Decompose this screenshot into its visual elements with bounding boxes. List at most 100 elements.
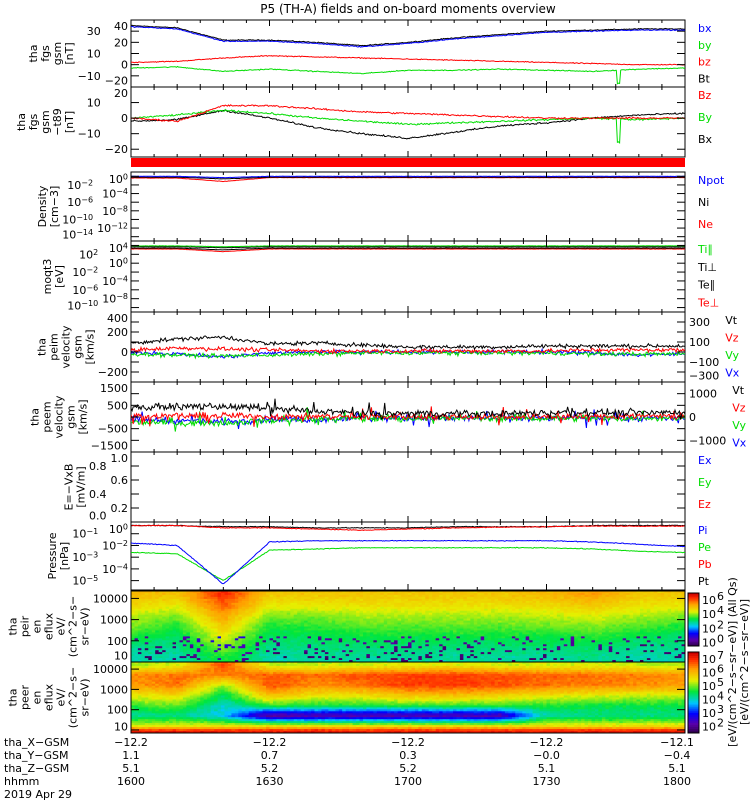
panel-frame: [131, 87, 685, 157]
y-tick-label: 100: [689, 336, 710, 349]
y-tick-exponent: −1: [86, 527, 98, 536]
legend-Pt: Pt: [698, 575, 710, 588]
y-tick-label: −100: [689, 356, 719, 369]
y-tick-label: −10: [78, 70, 101, 83]
legend-Pb: Pb: [698, 558, 712, 571]
y-tick-exponent: 0: [123, 172, 128, 181]
y-axis-label: [eV]: [53, 265, 66, 288]
y-tick-exponent: 0: [123, 522, 128, 531]
y-axis-label: [mV/m]: [75, 466, 88, 507]
legend-Te⊥: Te⊥: [697, 296, 719, 309]
y-tick-label: 300: [689, 316, 710, 329]
y-tick-exponent: −4: [116, 187, 128, 196]
series-pressure-Pe: [131, 547, 685, 580]
y-tick-exponent: 2: [93, 248, 98, 257]
y-tick-label: 0: [121, 59, 128, 72]
series-pressure-Pi: [131, 540, 685, 583]
y-tick-label: 10−14: [62, 228, 93, 242]
y-tick-label: 10−4: [102, 274, 128, 288]
legend-Bt: Bt: [698, 72, 711, 85]
y-tick-label: 10−2: [67, 178, 93, 192]
y-tick-label: 10−2: [102, 539, 128, 553]
y-tick-label: 0.2: [111, 502, 129, 515]
y-tick-label: −300: [689, 369, 719, 382]
y-tick-label: 1500: [100, 382, 128, 395]
legend-bz: bz: [698, 56, 711, 69]
y-tick-exponent: −8: [116, 204, 128, 213]
y-axis-label: [cm−3]: [48, 186, 61, 228]
y-tick-label: −20: [105, 74, 128, 87]
y-axis-label: [km/s]: [76, 399, 89, 434]
legend-by: by: [698, 39, 712, 52]
y-tick-label: 0.0: [89, 509, 107, 522]
y-tick-label: 10−10: [62, 213, 93, 227]
y-tick-label: 100: [109, 257, 128, 271]
y-tick-label: 104: [109, 241, 128, 255]
panel-frame: [131, 241, 685, 312]
y-tick-exponent: −6: [86, 283, 98, 292]
y-tick-exponent: 4: [123, 241, 128, 250]
series-fgs-bz: [131, 56, 685, 66]
y-tick-exponent: −5: [86, 574, 98, 583]
y-tick-label: 0.6: [111, 474, 129, 487]
panel-frame: [131, 522, 685, 590]
y-tick-label: 10−10: [67, 299, 98, 313]
y-tick-label: 10−8: [102, 292, 128, 306]
y-tick-label: 0.4: [89, 488, 107, 501]
legend-Vt: Vt: [732, 384, 745, 397]
panel-frame: [131, 452, 685, 522]
legend-Te∥: Te∥: [697, 279, 715, 292]
legend-Vz: Vz: [725, 332, 739, 345]
y-axis-label: [nPa]: [58, 542, 71, 570]
y-tick-exponent: −12: [111, 222, 128, 231]
y-tick-exponent: 0: [123, 257, 128, 266]
y-tick-label: 0: [121, 346, 128, 359]
y-tick-label: 100: [109, 522, 128, 536]
y-tick-label: 10: [87, 97, 101, 110]
y-tick-label: 10−2: [72, 266, 98, 280]
y-tick-label: 10−12: [97, 222, 128, 236]
y-tick-label: 30: [87, 25, 101, 38]
legend-Npot: Npot: [698, 174, 725, 187]
legend-By: By: [698, 111, 713, 124]
panel-frame: [131, 172, 685, 241]
y-tick-label: 10−1: [72, 527, 98, 541]
panel-density: 10010−210−410−610−810−1010−1210−14Densit…: [36, 172, 725, 241]
y-tick-label: −500: [98, 423, 128, 436]
y-tick-exponent: −4: [116, 562, 128, 571]
y-tick-label: 10−4: [102, 562, 128, 576]
legend-Vy: Vy: [725, 349, 739, 362]
legend-Ey: Ey: [698, 476, 712, 489]
y-tick-label: −200: [98, 366, 128, 379]
y-tick-label: −20: [105, 143, 128, 156]
y-tick-label: 10−3: [72, 551, 98, 565]
plot-title: P5 (TH-A) fields and on-board moments ov…: [260, 2, 556, 16]
y-tick-exponent: −6: [81, 196, 93, 205]
y-axis-label: [km/s]: [83, 329, 96, 364]
y-tick-label: 40: [114, 20, 128, 33]
y-axis-label: [nT]: [63, 42, 76, 64]
flag-bar: [131, 158, 685, 167]
y-tick-exponent: −14: [76, 228, 93, 237]
y-tick-label: 20: [114, 87, 128, 100]
legend-bx: bx: [698, 22, 712, 35]
y-tick-label: 400: [107, 312, 128, 325]
y-tick-label: 0: [121, 112, 128, 125]
y-tick-exponent: −2: [81, 178, 93, 187]
y-tick-exponent: −2: [86, 266, 98, 275]
legend-Ez: Ez: [698, 498, 711, 511]
y-tick-label: 0: [689, 411, 696, 424]
y-tick-exponent: −10: [76, 213, 93, 222]
y-tick-label: 10−6: [67, 196, 93, 210]
y-tick-exponent: −8: [116, 292, 128, 301]
y-tick-exponent: −4: [116, 274, 128, 283]
y-tick-label: 1000: [689, 388, 717, 401]
y-tick-exponent: −2: [116, 539, 128, 548]
panel-temp: 10410210010−210−410−610−810−10moqt3[eV]T…: [41, 241, 719, 312]
